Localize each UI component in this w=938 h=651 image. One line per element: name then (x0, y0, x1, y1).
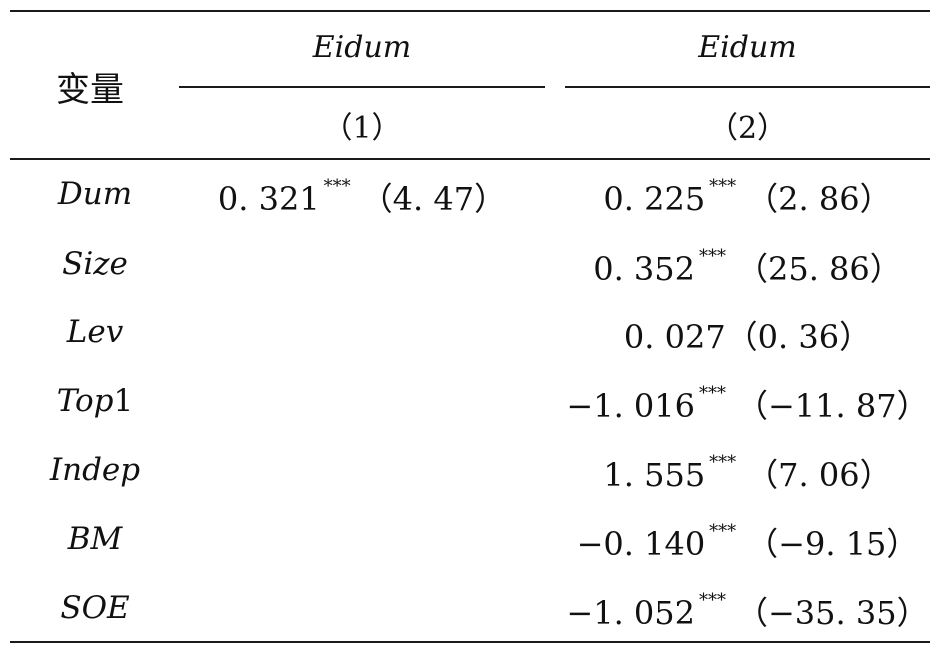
row-label-italic: Size (62, 246, 128, 282)
coefficient: −1. 052 (566, 594, 695, 632)
table-cell-col2: −0. 140 *** （−9. 15） (565, 519, 930, 565)
significance-stars: *** (709, 521, 737, 543)
table-cell-col2: −1. 052 *** （−35. 35） (565, 588, 930, 634)
row-label: Dum (30, 176, 160, 212)
row-label-italic: Top (56, 383, 114, 419)
regression-table: 变量 Eidum Eidum （1） （2） Dum 0. 321 *** （4. 4… (10, 0, 930, 651)
table-cell-col2: 0. 352 *** （25. 86） (565, 244, 930, 290)
coefficient: 0. 225 (603, 180, 706, 218)
row-label-italic: Lev (66, 314, 124, 350)
t-statistic: （−35. 35） (735, 594, 929, 632)
column-2-number: （2） (707, 111, 788, 146)
row-label-upright: 1 (113, 383, 134, 419)
row-label-italic: Dum (57, 176, 133, 212)
column-1-group-rule (179, 86, 545, 88)
table-cell-col2: 1. 555 *** （7. 06） (565, 450, 930, 496)
significance-stars: *** (698, 383, 726, 405)
coefficient: 0. 027 (623, 318, 726, 356)
table-cell-col2: 0. 225 *** （2. 86） (565, 174, 930, 220)
significance-stars: *** (698, 590, 726, 612)
significance-stars: *** (709, 176, 737, 198)
row-label-italic: SOE (60, 590, 130, 626)
significance-stars: *** (698, 246, 726, 268)
t-statistic: （0. 36） (725, 318, 872, 356)
column-1-dependent-variable: Eidum (312, 30, 412, 65)
bottom-rule (10, 641, 930, 643)
column-2-dependent-variable: Eidum (698, 30, 797, 65)
coefficient: −1. 016 (566, 387, 695, 425)
t-statistic: （−9. 15） (746, 525, 919, 563)
row-label-italic: BM (67, 521, 123, 557)
table-cell-col2: 0. 027（0. 36） (565, 312, 930, 358)
row-label: BM (30, 521, 160, 557)
column-2-group-rule (565, 86, 930, 88)
column-1-number: （1） (322, 111, 402, 146)
row-label: Top1 (30, 383, 160, 419)
row-label: SOE (30, 590, 160, 626)
t-statistic: （25. 86） (735, 250, 902, 288)
variable-header: 变量 (56, 70, 124, 110)
top-rule (10, 10, 930, 12)
t-statistic: （7. 06） (746, 456, 892, 494)
coefficient: −0. 140 (576, 525, 706, 563)
coefficient: 0. 321 (217, 180, 320, 218)
t-statistic: （−11. 87） (735, 387, 929, 425)
coefficient: 1. 555 (603, 456, 706, 494)
coefficient: 0. 352 (593, 250, 695, 288)
table-cell-col2: −1. 016 *** （−11. 87） (565, 381, 930, 427)
row-label: Size (30, 246, 160, 282)
t-statistic: （4. 47） (360, 180, 507, 218)
row-label-italic: Indep (49, 452, 141, 488)
header-rule (10, 158, 930, 160)
row-label: Lev (30, 314, 160, 350)
t-statistic: （2. 86） (746, 180, 892, 218)
table-cell-col1: 0. 321 *** （4. 47） (179, 174, 545, 220)
row-label: Indep (30, 452, 160, 488)
significance-stars: *** (709, 452, 737, 474)
significance-stars: *** (323, 176, 351, 198)
